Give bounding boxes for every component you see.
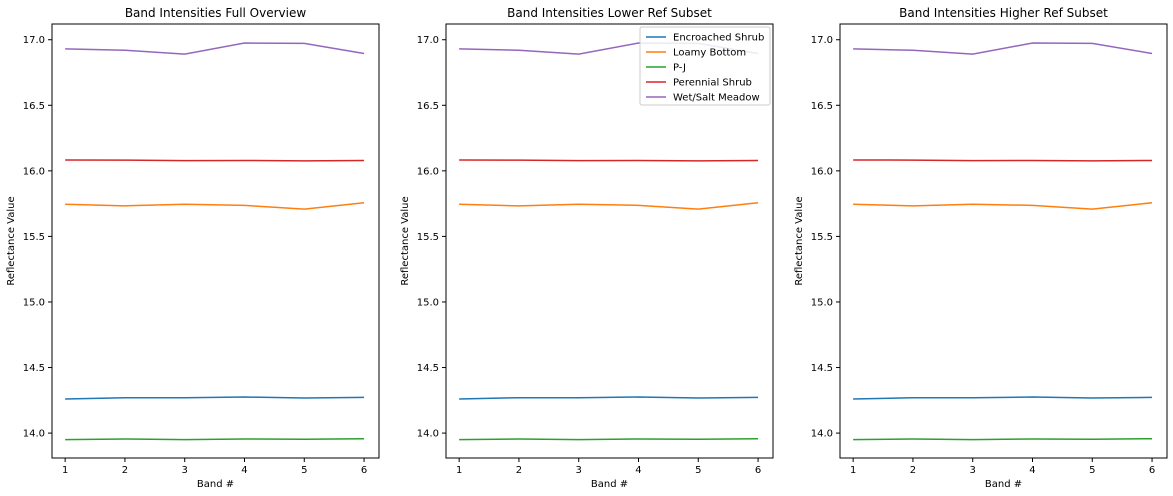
y-tick-label: 15.0 — [23, 297, 45, 308]
y-tick-label: 17.0 — [417, 35, 439, 46]
y-tick-label: 16.5 — [23, 101, 45, 112]
chart-title: Band Intensities Higher Ref Subset — [899, 6, 1108, 20]
chart-title: Band Intensities Full Overview — [125, 6, 307, 20]
y-tick-label: 14.5 — [811, 363, 833, 374]
series-line-encroached-shrub — [459, 396, 759, 400]
series-line-perennial-shrub — [459, 159, 759, 162]
y-tick-label: 14.0 — [811, 429, 833, 440]
y-axis-label: Reflectance Value — [6, 196, 17, 285]
legend-label: Encroached Shrub — [673, 33, 764, 44]
x-tick-label: 6 — [1149, 465, 1155, 476]
plot-frame — [839, 23, 1168, 459]
series-line-encroached-shrub — [65, 396, 365, 400]
y-tick-label: 17.0 — [23, 35, 45, 46]
x-axis-label: Band # — [197, 479, 234, 490]
x-tick-label: 2 — [516, 465, 522, 476]
y-tick-label: 16.0 — [23, 166, 45, 177]
x-tick-label: 5 — [695, 465, 701, 476]
x-tick-label: 1 — [456, 465, 462, 476]
series-line-wet-salt-meadow — [853, 42, 1153, 55]
y-axis-label: Reflectance Value — [794, 196, 805, 285]
y-tick-label: 15.0 — [811, 297, 833, 308]
x-tick-label: 2 — [122, 465, 128, 476]
legend-label: Loamy Bottom — [673, 48, 746, 59]
series-line-p-j — [459, 437, 759, 441]
y-tick-label: 16.0 — [417, 166, 439, 177]
series-line-p-j — [65, 437, 365, 441]
x-axis-label: Band # — [985, 479, 1022, 490]
x-tick-label: 4 — [1029, 465, 1035, 476]
x-tick-label: 4 — [635, 465, 641, 476]
x-tick-label: 6 — [361, 465, 367, 476]
y-tick-label: 15.5 — [811, 232, 833, 243]
y-tick-label: 14.0 — [417, 429, 439, 440]
x-tick-label: 3 — [182, 465, 188, 476]
y-tick-label: 16.0 — [811, 166, 833, 177]
x-axis-label: Band # — [591, 479, 628, 490]
y-tick-label: 16.5 — [811, 101, 833, 112]
y-tick-label: 14.5 — [417, 363, 439, 374]
legend-label: Perennial Shrub — [673, 78, 752, 89]
legend: Encroached Shrub Loamy Bottom P-J Perennial… — [639, 26, 771, 106]
series-line-wet-salt-meadow — [65, 42, 365, 55]
plot-frame — [51, 23, 380, 459]
series-line-perennial-shrub — [65, 159, 365, 162]
y-tick-label: 14.0 — [23, 429, 45, 440]
chart-panel-2: 1 2 3 4 5 6 14.0 14.5 15.0 15.5 16.0 16.5 17.0 Band I… — [400, 6, 774, 490]
y-axis-label: Reflectance Value — [400, 196, 411, 285]
x-tick-label: 2 — [910, 465, 916, 476]
series-line-p-j — [853, 437, 1153, 441]
series-line-loamy-bottom — [853, 201, 1153, 210]
x-tick-label: 6 — [755, 465, 761, 476]
y-tick-label: 16.5 — [417, 101, 439, 112]
legend-box — [639, 26, 771, 106]
y-tick-label: 17.0 — [811, 35, 833, 46]
x-tick-label: 5 — [301, 465, 307, 476]
legend-label: P-J — [673, 63, 686, 74]
x-tick-label: 3 — [576, 465, 582, 476]
y-tick-label: 15.0 — [417, 297, 439, 308]
x-tick-label: 4 — [241, 465, 247, 476]
chart-panel-3: 1 2 3 4 5 6 14.0 14.5 15.0 15.5 16.0 16.5 17.0 Band I… — [794, 6, 1168, 490]
series-line-perennial-shrub — [853, 159, 1153, 162]
x-tick-label: 1 — [850, 465, 856, 476]
x-tick-label: 1 — [62, 465, 68, 476]
chart-panel-1: 1 2 3 4 5 6 14.0 14.5 15.0 15.5 16.0 16.5 17.0 Band I… — [6, 6, 380, 490]
series-line-encroached-shrub — [853, 396, 1153, 400]
series-line-loamy-bottom — [65, 201, 365, 210]
y-tick-label: 15.5 — [23, 232, 45, 243]
plot-frame — [445, 23, 774, 459]
y-tick-label: 14.5 — [23, 363, 45, 374]
legend-label: Wet/Salt Meadow — [673, 93, 760, 104]
y-tick-label: 15.5 — [417, 232, 439, 243]
chart-title: Band Intensities Lower Ref Subset — [507, 6, 712, 20]
x-tick-label: 5 — [1089, 465, 1095, 476]
x-tick-label: 3 — [970, 465, 976, 476]
series-line-loamy-bottom — [459, 201, 759, 210]
